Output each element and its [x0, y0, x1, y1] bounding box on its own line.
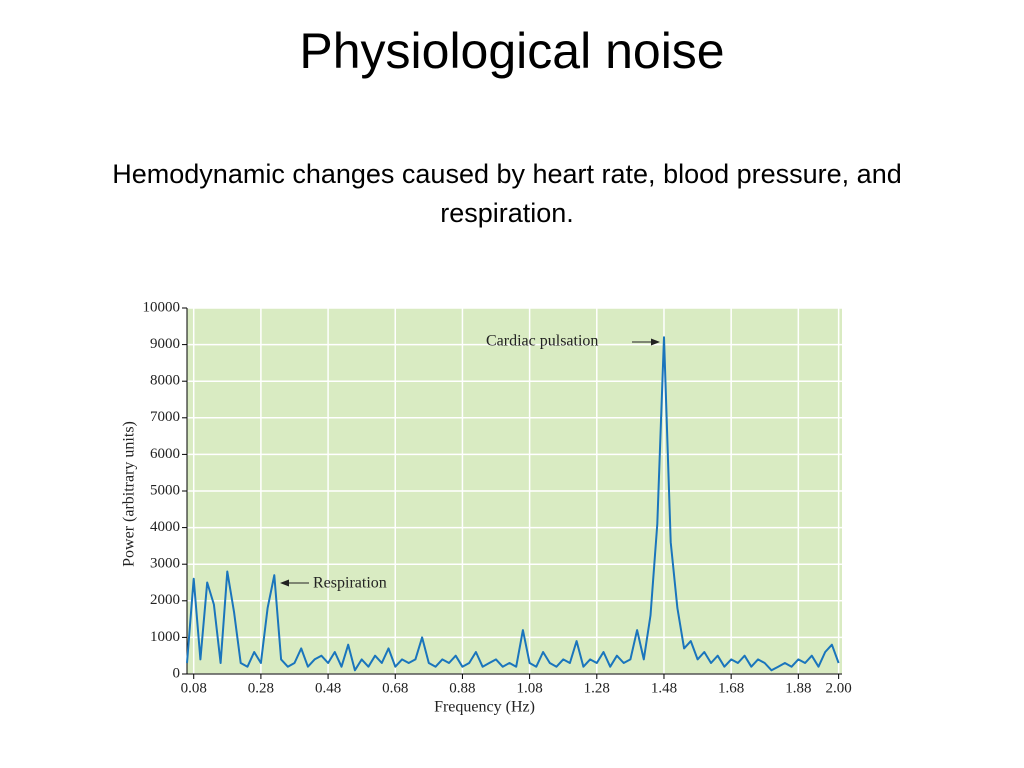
- y-axis-label: Power (arbitrary units): [121, 421, 138, 567]
- x-tick-label: 2.00: [826, 680, 852, 696]
- x-tick-label: 1.08: [516, 680, 542, 696]
- y-tick-label: 10000: [143, 299, 181, 315]
- y-tick-label: 5000: [150, 482, 180, 498]
- x-tick-label: 0.48: [315, 680, 341, 696]
- x-axis-label: Frequency (Hz): [434, 699, 535, 716]
- x-tick-label: 1.68: [718, 680, 744, 696]
- slide-subtitle: Hemodynamic changes caused by heart rate…: [112, 159, 902, 228]
- annotation: Respiration: [313, 575, 387, 592]
- x-tick-label: 0.28: [248, 680, 274, 696]
- y-tick-label: 0: [173, 665, 181, 681]
- slide-title: Physiological noise: [299, 23, 725, 79]
- x-tick-label: 1.28: [584, 680, 610, 696]
- y-tick-label: 8000: [150, 373, 180, 389]
- y-tick-label: 3000: [150, 556, 180, 572]
- y-tick-label: 2000: [150, 592, 180, 608]
- y-tick-label: 1000: [150, 629, 180, 645]
- y-tick-label: 7000: [150, 409, 180, 425]
- x-tick-label: 0.08: [181, 680, 207, 696]
- y-tick-label: 9000: [150, 336, 180, 352]
- arrow-head: [280, 579, 289, 587]
- x-tick-label: 1.88: [785, 680, 811, 696]
- y-tick-label: 4000: [150, 519, 180, 535]
- x-tick-label: 1.48: [651, 680, 677, 696]
- x-tick-label: 0.88: [449, 680, 475, 696]
- x-tick-label: 0.68: [382, 680, 408, 696]
- annotation: Cardiac pulsation: [486, 333, 598, 350]
- arrow-head: [651, 338, 660, 346]
- y-tick-label: 6000: [150, 446, 180, 462]
- data-line: [186, 336, 840, 672]
